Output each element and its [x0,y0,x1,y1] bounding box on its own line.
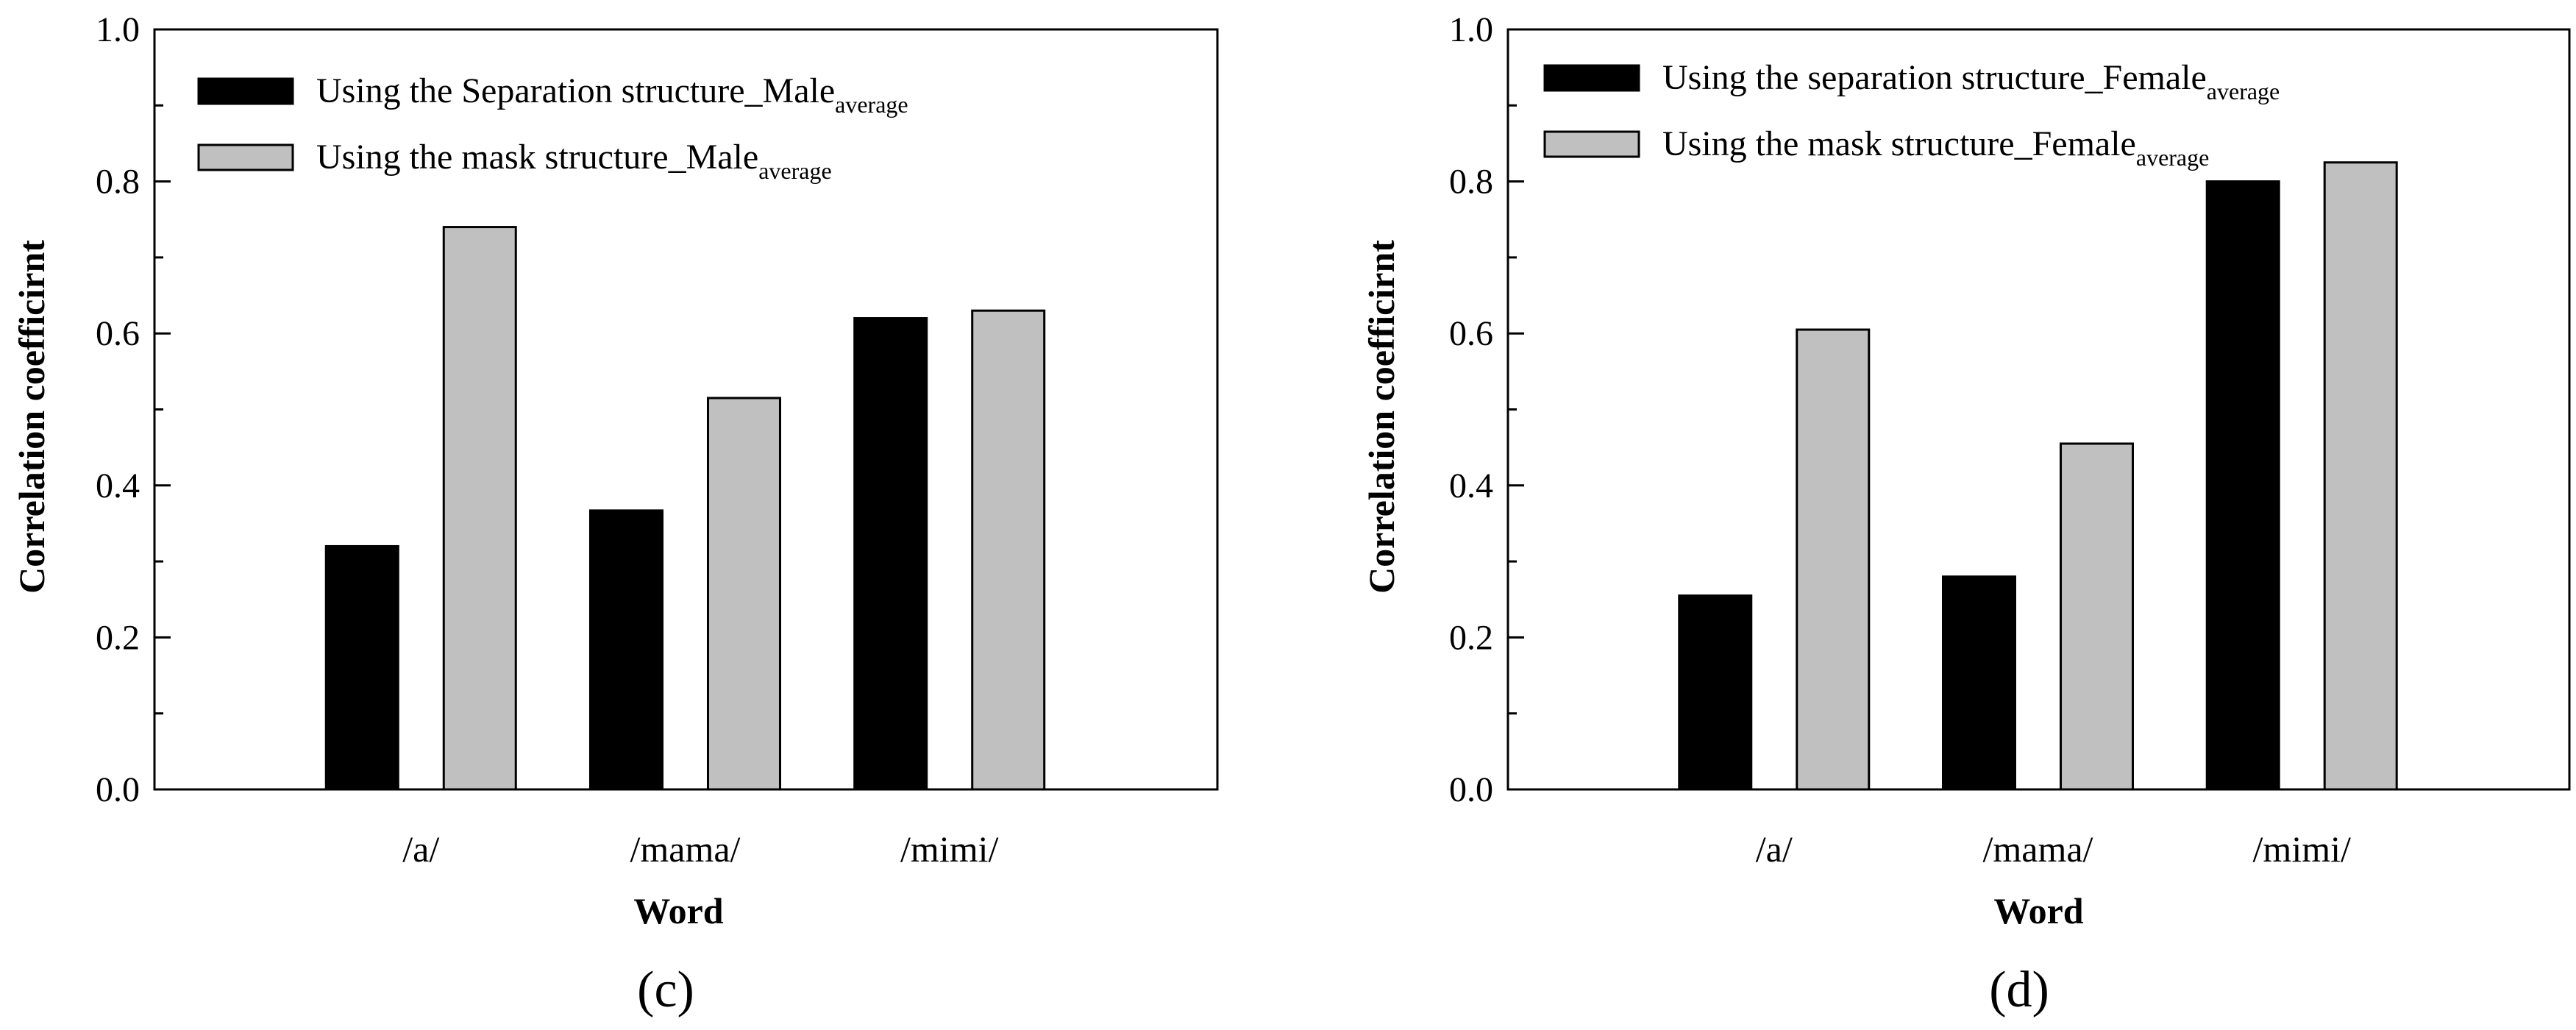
y-tick-label: 0.4 [96,466,140,505]
bar-mask-a [442,226,517,791]
y-tick-label: 1.0 [96,10,140,49]
y-tick-label: 0.6 [1449,314,1493,353]
bar-separation-mama [1941,575,2016,791]
x-axis-title: Word [633,890,723,931]
y-tick-label: 0.0 [1449,770,1493,809]
bar-separation-mimi [2205,180,2280,791]
panel-label: (c) [637,962,694,1018]
x-tick-label: /mimi/ [2253,828,2351,870]
x-tick-label: /mama/ [1983,828,2093,870]
y-tick-label: 0.4 [1449,466,1493,505]
y-tick-label: 0.2 [96,618,140,657]
x-tick-label: /mimi/ [900,828,998,870]
bar-mask-mimi [971,309,1046,791]
bar-mask-mama [2059,442,2134,791]
x-tick-label: /a/ [402,828,439,870]
y-tick-label: 0.8 [1449,163,1493,202]
bar-mask-mama [706,397,781,791]
y-tick-label: 0.8 [96,163,140,202]
legend-swatch [197,77,294,105]
legend: Using the separation structure_Femaleave… [1543,58,2280,171]
legend-label: Using the mask structure_Femaleaverage [1662,124,2209,171]
legend-swatch [1543,64,1640,92]
bar-separation-a [1678,594,1753,791]
chart-panel-d: 0.0 0.2 0.4 0.6 0.8 1.0/a/ /mama/ /mimi/Word Cor… [1361,10,2571,1018]
bar-mask-a [1796,328,1871,791]
bar-separation-mimi [853,317,928,791]
legend: Using the Separation structure_Maleavera… [197,71,908,184]
x-tick-label: /mama/ [630,828,741,870]
y-tick-label: 1.0 [1449,10,1493,49]
legend-swatch [197,143,294,171]
x-axis-title: Word [1993,890,2083,931]
legend-label: Using the Separation structure_Maleavera… [316,71,908,118]
chart-panel-c: 0.0 0.2 0.4 0.6 0.8 1.0/a/ /mama/ /mimi/Word Cor… [11,10,1219,1018]
x-tick-label: /a/ [1756,828,1793,870]
y-axis-title: Correlation coefficirnt [11,240,52,594]
y-tick-label: 0.2 [1449,618,1493,657]
y-tick-label: 0.0 [96,770,140,809]
bar-mask-mimi [2323,161,2398,791]
bar-separation-a [324,544,399,791]
y-tick-label: 0.6 [96,314,140,353]
legend-label: Using the separation structure_Femaleave… [1662,58,2280,104]
bar-separation-mama [588,509,663,791]
legend-swatch [1543,130,1640,158]
panel-label: (d) [1989,962,2049,1018]
y-axis-title: Correlation coefficirnt [1361,240,1402,594]
legend-label: Using the mask structure_Maleaverage [316,138,832,184]
